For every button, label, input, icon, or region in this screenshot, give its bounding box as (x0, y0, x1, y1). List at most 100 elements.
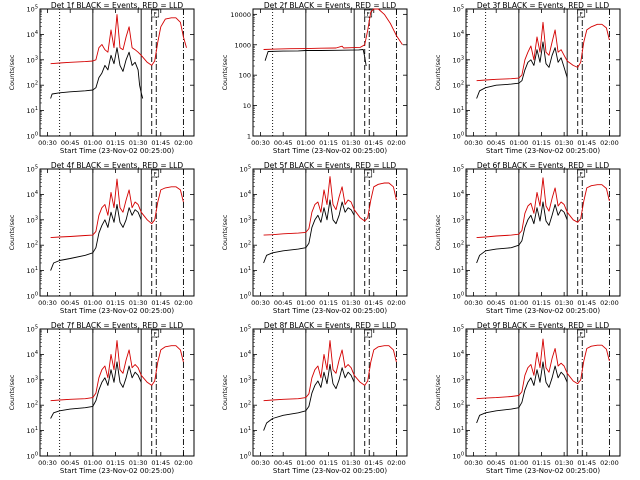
y-tick-label: 104 (27, 190, 38, 199)
chart-panel-4: Det 4f BLACK = Events, RED = LLD Counts/s… (8, 161, 195, 315)
x-tick-label: 00:45 (487, 459, 506, 467)
series-line-black-events (476, 361, 568, 424)
y-tick-label: 102 (453, 401, 464, 410)
plot-frame (465, 328, 621, 457)
y-tick-label: 105 (453, 5, 464, 14)
x-tick-label: 00:45 (274, 139, 293, 147)
y-tick-label: 10 (243, 102, 251, 110)
series-line-red-lld (476, 338, 610, 400)
series-line-red-lld (476, 21, 610, 82)
y-tick-label: 101 (453, 266, 464, 275)
plot-frame (465, 168, 621, 297)
x-tick-label: 01:15 (106, 299, 125, 307)
x-tick-label: 01:45 (364, 139, 383, 147)
x-tick-label: 01:15 (106, 139, 125, 147)
marker-tag-box (151, 329, 160, 338)
y-tick-label: 102 (27, 401, 38, 410)
y-tick-label: 103 (240, 215, 251, 224)
chart-title: Det 7f BLACK = Events, RED = LLD (51, 321, 184, 330)
x-tick-label: 01:45 (364, 299, 383, 307)
y-tick-label: 102 (240, 241, 251, 250)
y-axis-label: Counts/sec (434, 214, 442, 250)
marker-tag-box (364, 9, 373, 18)
y-axis-label: Counts/sec (221, 374, 229, 410)
marker-tag-label: F (367, 332, 370, 338)
chart-panel-5: Det 5f BLACK = Events, RED = LLD Counts/s… (221, 161, 408, 315)
series-line-red-lld (263, 176, 397, 236)
plot-frame (39, 8, 195, 137)
series-line-black-events (50, 47, 144, 99)
chart-panel-1: Det 1f BLACK = Events, RED = LLD Counts/s… (8, 1, 195, 155)
x-tick-label: 00:45 (61, 139, 80, 147)
y-tick-label: 105 (453, 325, 464, 334)
marker-tag-box (577, 9, 586, 18)
y-tick-label: 104 (453, 350, 464, 359)
y-axis-label: Counts/sec (8, 214, 16, 250)
y-tick-label: 1 (247, 133, 251, 141)
x-axis-label: Start Time (23-Nov-02 00:25:00) (60, 307, 174, 315)
chart-title: Det 1f BLACK = Events, RED = LLD (51, 1, 184, 10)
y-tick-label: 101 (27, 426, 38, 435)
plot-frame (252, 168, 408, 297)
chart-title: Det 9f BLACK = Events, RED = LLD (477, 321, 610, 330)
y-tick-label: 104 (453, 190, 464, 199)
x-tick-label: 01:15 (532, 459, 551, 467)
y-tick-label: 103 (453, 215, 464, 224)
x-tick-label: 01:45 (577, 459, 596, 467)
marker-tag-box (577, 169, 586, 178)
y-tick-label: 104 (27, 350, 38, 359)
y-tick-label: 103 (27, 375, 38, 384)
chart-panel-2: Det 2f BLACK = Events, RED = LLD Counts/s… (221, 1, 408, 155)
y-axis-label: Counts/sec (434, 374, 442, 410)
x-tick-label: 01:45 (364, 459, 383, 467)
y-tick-label: 101 (453, 106, 464, 115)
x-axis-label: Start Time (23-Nov-02 00:25:00) (273, 307, 387, 315)
series-line-black-events (476, 41, 568, 99)
y-tick-label: 105 (27, 325, 38, 334)
x-tick-label: 02:00 (387, 299, 406, 307)
x-tick-label: 01:30 (342, 459, 361, 467)
x-tick-label: 01:00 (296, 459, 315, 467)
y-tick-label: 105 (240, 325, 251, 334)
y-tick-label: 104 (240, 350, 251, 359)
y-tick-label: 104 (240, 190, 251, 199)
x-tick-label: 01:30 (555, 139, 574, 147)
x-tick-label: 02:00 (387, 459, 406, 467)
y-tick-label: 105 (27, 5, 38, 14)
x-tick-label: 01:45 (577, 139, 596, 147)
x-tick-label: 02:00 (174, 459, 193, 467)
chart-title: Det 5f BLACK = Events, RED = LLD (264, 161, 397, 170)
plot-frame (39, 168, 195, 297)
series-line-black-events (264, 49, 367, 67)
y-axis-label: Counts/sec (8, 54, 16, 90)
y-tick-label: 100 (239, 72, 251, 80)
x-tick-label: 01:30 (129, 139, 148, 147)
y-tick-label: 1000 (234, 41, 251, 49)
y-axis-label: Counts/sec (221, 54, 229, 90)
x-tick-label: 02:00 (600, 459, 619, 467)
x-tick-label: 01:15 (319, 139, 338, 147)
x-tick-label: 02:00 (174, 139, 193, 147)
x-tick-label: 01:00 (509, 299, 528, 307)
x-tick-label: 01:15 (532, 139, 551, 147)
series-line-black-events (50, 204, 142, 271)
x-tick-label: 01:00 (296, 139, 315, 147)
y-tick-label: 100 (27, 452, 38, 461)
x-tick-label: 00:30 (251, 139, 270, 147)
marker-tag-box (151, 9, 160, 18)
y-tick-label: 101 (240, 266, 251, 275)
y-tick-label: 102 (240, 401, 251, 410)
x-tick-label: 01:30 (555, 459, 574, 467)
x-tick-label: 01:15 (532, 299, 551, 307)
marker-tag-label: F (154, 172, 157, 178)
plot-frame (465, 8, 621, 137)
y-axis-label: Counts/sec (8, 374, 16, 410)
x-tick-label: 01:00 (509, 459, 528, 467)
x-axis-label: Start Time (23-Nov-02 00:25:00) (486, 467, 600, 475)
y-tick-label: 100 (240, 452, 251, 461)
x-tick-label: 00:45 (61, 299, 80, 307)
y-tick-label: 101 (453, 426, 464, 435)
x-tick-label: 00:45 (274, 299, 293, 307)
y-tick-label: 103 (453, 375, 464, 384)
